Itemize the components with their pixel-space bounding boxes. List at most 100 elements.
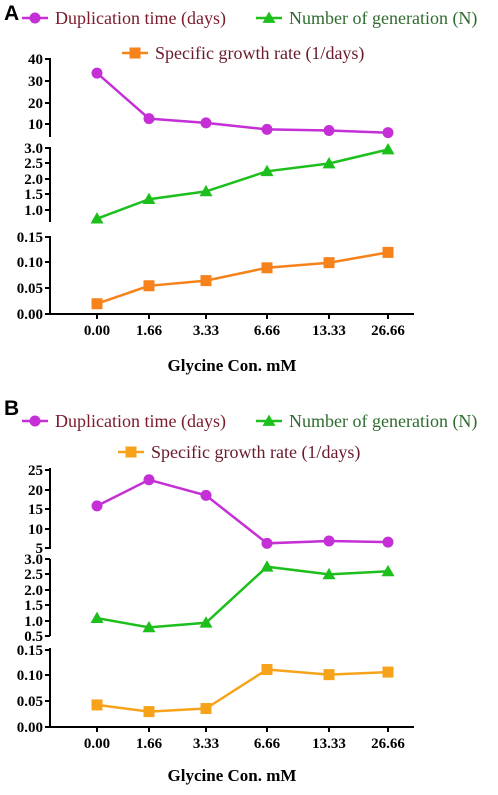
legend-label: Specific growth rate (1/days): [155, 43, 364, 64]
y-tick-label: 3.0: [24, 552, 43, 568]
legend-label: Duplication time (days): [55, 8, 226, 29]
y-tick-label: 0.00: [17, 720, 43, 736]
y-tick-label: 30: [28, 74, 43, 90]
x-tick-label: 0.00: [84, 323, 110, 339]
y-tick-label: 1.5: [24, 598, 43, 614]
y-tick-label: 2.0: [24, 583, 43, 599]
y-tick-label: 40: [28, 52, 43, 68]
legend-entry-duplication: Duplication time (days): [22, 8, 226, 29]
panel-b: B Duplication time (days) Number of genera…: [4, 397, 477, 785]
x-tick-label: 3.33: [193, 736, 219, 752]
data-point: [382, 536, 394, 548]
data-point: [382, 666, 394, 678]
x-tick-label: 26.66: [371, 736, 405, 752]
x-tick-label: 1.66: [136, 736, 163, 752]
series-line-growth: [96, 251, 389, 305]
y-tick-label: 0.10: [17, 255, 43, 271]
panel-a: A Duplication time (days) Number of genera…: [4, 2, 477, 375]
data-point: [382, 246, 394, 258]
legend-entry-generation: Number of generation (N): [256, 411, 477, 432]
y-tick-label: 2.0: [24, 172, 43, 188]
series-line-generation: [96, 565, 389, 629]
x-axis-label: Glycine Con. mM: [168, 356, 297, 375]
legend-entry-growth: Specific growth rate (1/days): [118, 442, 360, 463]
y-tick-label: 20: [28, 483, 43, 499]
y-tick-label: 2.5: [24, 156, 43, 172]
data-point: [142, 620, 156, 633]
data-point: [199, 184, 213, 197]
data-point: [382, 127, 394, 139]
data-point: [142, 192, 156, 205]
series-duplication: [91, 474, 394, 549]
data-point: [199, 616, 213, 628]
legend: Duplication time (days) Number of generat…: [22, 411, 477, 463]
data-point: [261, 123, 273, 135]
data-point: [323, 535, 335, 547]
y-tick-label: 0.05: [17, 694, 43, 710]
data-point: [381, 143, 395, 155]
data-point: [90, 611, 104, 624]
series-line-generation: [96, 148, 389, 220]
legend-entry-growth: Specific growth rate (1/days): [122, 43, 364, 64]
legend-marker-triangle: [262, 414, 276, 426]
legend-entry-duplication: Duplication time (days): [22, 411, 226, 432]
data-point: [143, 280, 155, 292]
data-point: [323, 125, 335, 136]
y-axis: 25 20 15 10 53.02.52.01.51.00.50.15 0.10 0.05 0…: [17, 463, 51, 736]
data-point: [381, 564, 395, 577]
data-point: [323, 257, 335, 269]
legend-label: Duplication time (days): [55, 411, 226, 432]
data-point: [261, 537, 273, 549]
x-tick-label: 6.66: [254, 736, 281, 752]
y-tick-label: 1.0: [24, 203, 43, 219]
x-tick-label: 13.33: [312, 323, 346, 339]
data-point: [322, 567, 336, 580]
x-tick-label: 13.33: [312, 736, 346, 752]
data-point: [200, 275, 212, 287]
data-point: [91, 67, 103, 79]
legend: Duplication time (days) Number of generat…: [22, 8, 477, 64]
data-point: [91, 298, 103, 310]
x-axis: 0.00 1.66 3.33 6.66 13.33 26.66 Glycine Con. m…: [50, 726, 414, 785]
legend-label: Number of generation (N): [289, 8, 477, 29]
y-tick-label: 15: [28, 502, 43, 518]
data-point: [200, 117, 212, 129]
data-point: [323, 669, 335, 681]
data-point: [90, 212, 104, 224]
data-point: [260, 560, 274, 572]
series-generation: [90, 143, 395, 224]
series-duplication: [91, 67, 394, 139]
y-axis: 40 30 20 10 3.02.52.01.51.0 0.15 0.10 0.05 0.00: [17, 52, 51, 323]
data-point: [143, 113, 155, 125]
y-tick-label: 0.15: [17, 230, 43, 246]
y-tick-label: 0.05: [17, 281, 43, 297]
data-point: [91, 699, 103, 711]
y-tick-label: 10: [28, 522, 43, 538]
series-growth: [91, 246, 394, 310]
data-point: [261, 664, 273, 676]
y-tick-label: 1.5: [24, 187, 43, 203]
y-tick-label: 0.5: [24, 629, 43, 645]
data-point: [322, 157, 336, 169]
series-growth: [91, 664, 394, 718]
legend-marker-square: [125, 446, 137, 458]
panel-letter: A: [4, 2, 19, 25]
panel-letter: B: [4, 397, 19, 420]
data-point: [91, 500, 103, 512]
series-line-duplication: [96, 478, 389, 545]
series-line-duplication: [96, 72, 389, 134]
legend-marker-circle: [29, 415, 41, 427]
x-tick-label: 0.00: [84, 736, 110, 752]
legend-label: Specific growth rate (1/days): [151, 442, 360, 463]
data-point: [261, 262, 273, 274]
y-tick-label: 3.0: [24, 141, 43, 157]
data-point: [200, 703, 212, 715]
legend-entry-generation: Number of generation (N): [256, 8, 477, 29]
y-tick-label: 0.15: [17, 643, 43, 659]
data-point: [200, 489, 212, 501]
x-axis-label: Glycine Con. mM: [168, 766, 297, 785]
y-tick-label: 20: [28, 96, 43, 112]
series-generation: [90, 560, 395, 633]
series-line-growth: [96, 668, 389, 713]
